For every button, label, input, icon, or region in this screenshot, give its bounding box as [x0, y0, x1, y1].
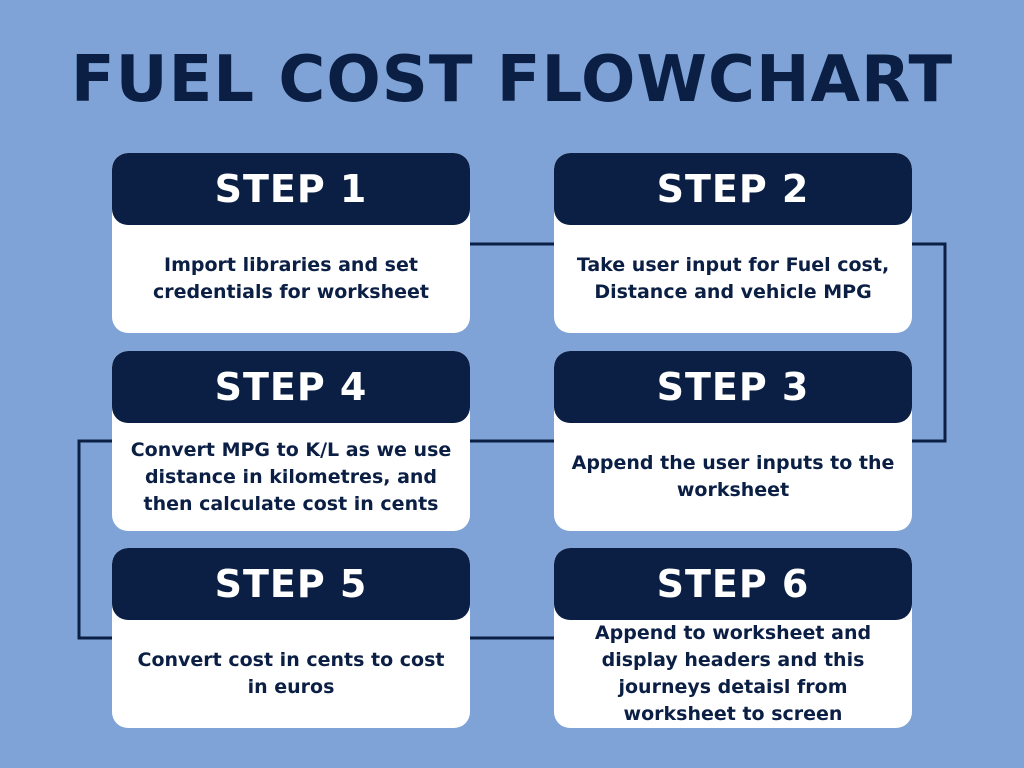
step-text-2: Take user input for Fuel cost, Distance …	[576, 254, 890, 303]
step-card-3: STEP 3 Append the user inputs to the wor…	[554, 351, 912, 531]
step-card-1: STEP 1 Import libraries and set credenti…	[112, 153, 470, 333]
step-card-2: STEP 2 Take user input for Fuel cost, Di…	[554, 153, 912, 333]
step-header-4: STEP 4	[112, 351, 470, 423]
page-title: FUEL COST FLOWCHART	[70, 43, 954, 117]
step-text-1: Import libraries and set credentials for…	[153, 254, 429, 303]
step-header-6: STEP 6	[554, 548, 912, 620]
step-header-2: STEP 2	[554, 153, 912, 225]
step-text-3: Append the user inputs to the worksheet	[571, 452, 895, 501]
step-card-5: STEP 5 Convert cost in cents to cost in …	[112, 548, 470, 728]
step-header-3: STEP 3	[554, 351, 912, 423]
step-card-6: STEP 6 Append to worksheet and display h…	[554, 548, 912, 728]
step-text-5: Convert cost in cents to cost in euros	[137, 649, 445, 698]
step-header-1: STEP 1	[112, 153, 470, 225]
step-text-4: Convert MPG to K/L as we use distance in…	[130, 438, 452, 515]
connector-step4-step5	[77, 439, 112, 640]
connector-step2-step3	[912, 242, 947, 443]
step-header-5: STEP 5	[112, 548, 470, 620]
step-text-6: Append to worksheet and display headers …	[594, 622, 872, 725]
step-card-4: STEP 4 Convert MPG to K/L as we use dist…	[112, 351, 470, 531]
